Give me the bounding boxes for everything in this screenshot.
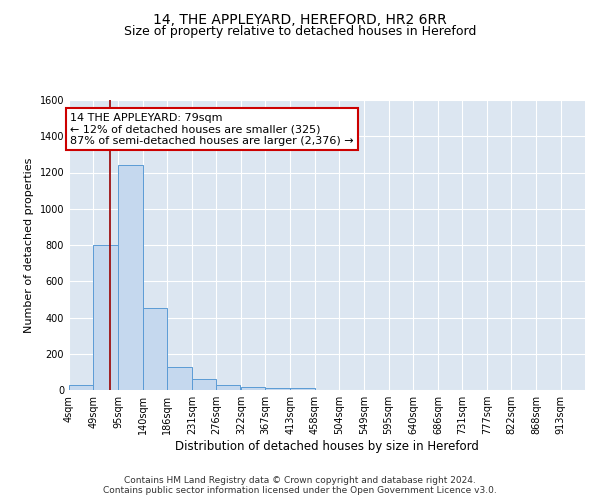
Bar <box>216 386 241 390</box>
Text: 14, THE APPLEYARD, HEREFORD, HR2 6RR: 14, THE APPLEYARD, HEREFORD, HR2 6RR <box>153 12 447 26</box>
Bar <box>192 379 216 390</box>
Text: Size of property relative to detached houses in Hereford: Size of property relative to detached ho… <box>124 25 476 38</box>
Bar <box>241 386 265 390</box>
Text: 14 THE APPLEYARD: 79sqm
← 12% of detached houses are smaller (325)
87% of semi-d: 14 THE APPLEYARD: 79sqm ← 12% of detache… <box>70 112 354 146</box>
Bar <box>167 368 192 390</box>
Bar <box>265 388 290 390</box>
Text: Contains HM Land Registry data © Crown copyright and database right 2024.
Contai: Contains HM Land Registry data © Crown c… <box>103 476 497 495</box>
Bar <box>143 308 167 390</box>
Bar <box>94 245 118 390</box>
Bar <box>118 165 143 390</box>
Y-axis label: Number of detached properties: Number of detached properties <box>24 158 34 332</box>
X-axis label: Distribution of detached houses by size in Hereford: Distribution of detached houses by size … <box>175 440 479 453</box>
Bar <box>290 388 314 390</box>
Bar <box>69 386 94 390</box>
